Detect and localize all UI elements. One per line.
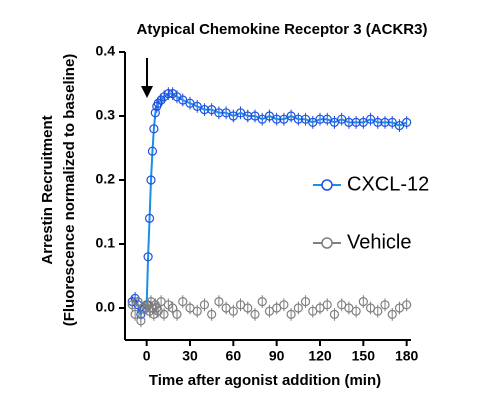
data-point (192, 306, 202, 316)
x-axis-label: Time after agonist addition (min) (149, 372, 381, 389)
data-point (207, 309, 217, 319)
x-tick-label: 60 (226, 348, 242, 364)
data-point (243, 303, 253, 313)
data-point (172, 309, 182, 319)
data-point (156, 95, 166, 105)
chart-title: Atypical Chemokine Receptor 3 (ACKR3) (137, 21, 428, 38)
y-axis-label: Arrestin Recruitment (39, 115, 56, 264)
y-tick-label: 0.1 (96, 235, 116, 251)
data-point (257, 297, 267, 307)
data-point (380, 117, 390, 128)
data-point (293, 303, 303, 313)
data-point (286, 309, 296, 319)
data-point (344, 117, 354, 128)
legend-label: CXCL-12 (347, 173, 429, 195)
data-point (168, 303, 178, 313)
data-point (293, 114, 303, 124)
data-point (136, 316, 146, 326)
data-point (358, 297, 368, 307)
data-point (130, 309, 140, 319)
data-point (149, 124, 159, 134)
data-point (402, 117, 412, 128)
legend-swatch-marker (321, 179, 333, 191)
data-point (153, 98, 163, 108)
data-point (144, 213, 155, 223)
x-tick-label: 30 (182, 348, 198, 364)
data-point (159, 309, 169, 319)
data-point (315, 114, 325, 124)
data-point (163, 88, 173, 99)
x-tick-label: 180 (395, 348, 419, 364)
y-axis-label: (Fluorescence normalized to baseline) (61, 54, 78, 327)
data-point (351, 117, 361, 128)
data-point (146, 175, 156, 185)
data-point (329, 309, 340, 319)
series-line (131, 92, 408, 318)
x-tick-label: 0 (143, 348, 151, 364)
data-point (143, 252, 153, 262)
data-point (380, 300, 390, 310)
arrow-annotation (141, 58, 153, 98)
data-point (199, 104, 210, 115)
data-point (178, 297, 188, 307)
data-point (351, 306, 361, 316)
data-point (279, 300, 289, 310)
y-tick-label: 0.0 (96, 299, 116, 315)
data-point (272, 114, 282, 124)
data-point (228, 306, 238, 316)
legend-label: Vehicle (347, 231, 412, 253)
y-tick-label: 0.4 (96, 43, 116, 59)
x-tick-label: 90 (269, 348, 285, 364)
data-point (322, 300, 332, 310)
data-point (250, 309, 260, 319)
y-tick-label: 0.3 (96, 107, 116, 123)
data-point (300, 297, 311, 307)
data-point (243, 111, 253, 121)
data-point (387, 309, 397, 319)
data-point (214, 108, 224, 118)
data-point (373, 306, 383, 316)
data-point (402, 300, 412, 310)
data-point (199, 300, 210, 310)
x-tick-label: 150 (352, 348, 376, 364)
y-tick-label: 0.2 (96, 171, 116, 187)
legend-swatch-marker (321, 237, 333, 249)
data-point (147, 146, 158, 156)
data-point (133, 297, 143, 307)
data-point (214, 297, 224, 307)
data-point (150, 108, 160, 118)
x-tick-label: 120 (308, 348, 332, 364)
data-point (373, 117, 383, 128)
